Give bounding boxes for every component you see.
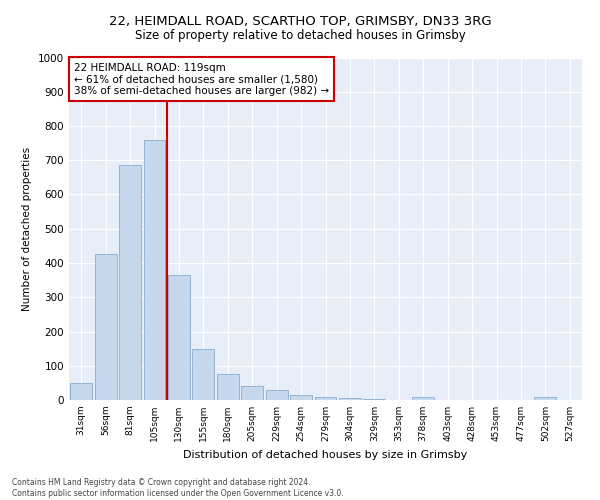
Bar (70, 383, 92, 400)
Y-axis label: Number of detached properties: Number of detached properties (22, 146, 32, 311)
Bar (314, 396, 337, 400)
Bar (168, 275, 190, 400)
Bar (412, 396, 434, 400)
Bar (193, 348, 214, 400)
Bar (95, 254, 116, 400)
Text: Size of property relative to detached houses in Grimsby: Size of property relative to detached ho… (134, 29, 466, 42)
Bar (290, 395, 312, 400)
Bar (217, 374, 239, 400)
Bar (241, 386, 263, 400)
Bar (143, 140, 166, 400)
Text: 22, HEIMDALL ROAD, SCARTHO TOP, GRIMSBY, DN33 3RG: 22, HEIMDALL ROAD, SCARTHO TOP, GRIMSBY,… (109, 15, 491, 28)
Bar (266, 390, 287, 400)
Text: Contains HM Land Registry data © Crown copyright and database right 2024.
Contai: Contains HM Land Registry data © Crown c… (12, 478, 344, 498)
Bar (119, 166, 141, 400)
Bar (535, 396, 556, 400)
Bar (339, 398, 361, 400)
X-axis label: Distribution of detached houses by size in Grimsby: Distribution of detached houses by size … (184, 450, 467, 460)
Text: 22 HEIMDALL ROAD: 119sqm
← 61% of detached houses are smaller (1,580)
38% of sem: 22 HEIMDALL ROAD: 119sqm ← 61% of detach… (74, 62, 329, 96)
